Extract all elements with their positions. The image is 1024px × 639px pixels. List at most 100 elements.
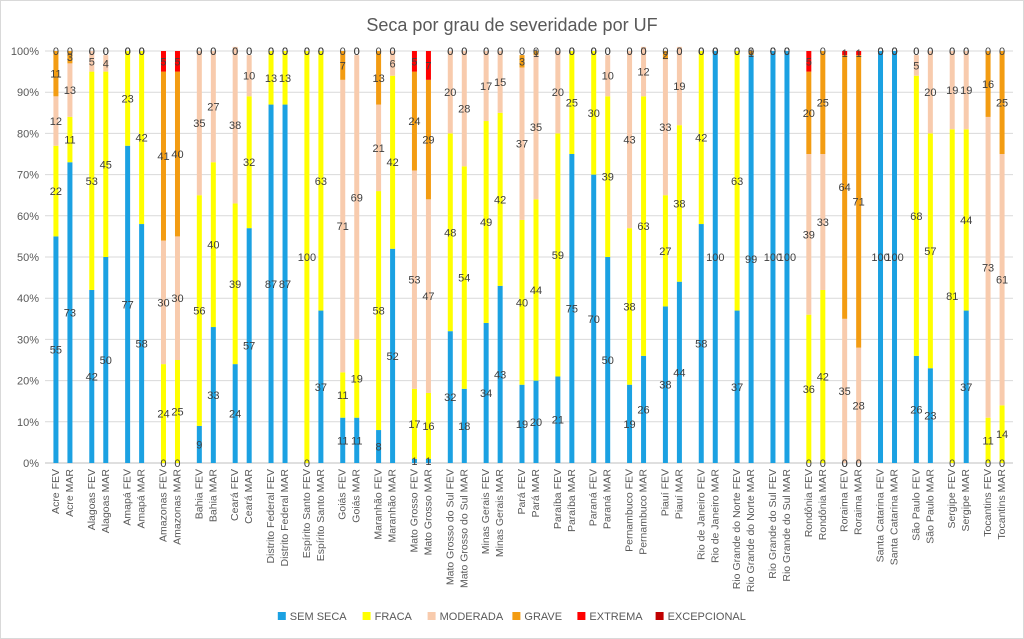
bar-segment <box>662 195 668 307</box>
bar-segment <box>354 417 360 463</box>
legend: SEM SECA FRACA MODERADA GRAVE EXTREMA EXCEPCI… <box>277 611 746 623</box>
data-label: 3 <box>67 52 73 64</box>
data-label: 0 <box>698 46 704 58</box>
bar-segment <box>411 51 417 72</box>
data-label: 0 <box>232 46 238 58</box>
bar-segment <box>246 55 252 97</box>
data-label: 0 <box>877 46 883 58</box>
data-label: 0 <box>139 46 145 58</box>
legend-label: SEM SECA <box>290 611 348 623</box>
bar-segment <box>160 240 166 365</box>
x-tick-label: Santa Catarina MAR <box>889 469 901 566</box>
bar-segment <box>734 51 740 311</box>
data-label: 0 <box>125 46 131 58</box>
bar-segment <box>483 322 489 463</box>
data-label: 73 <box>64 308 76 320</box>
data-label: 1 <box>842 48 848 60</box>
bar-segment <box>627 51 633 229</box>
data-label: 38 <box>673 198 685 210</box>
bar-segment <box>282 51 288 105</box>
data-label: 10 <box>602 71 614 83</box>
data-label: 0 <box>376 46 382 58</box>
bar-segment <box>483 51 489 122</box>
bar-segment <box>927 51 933 134</box>
bar-segment <box>676 46 682 126</box>
bar-segment <box>748 55 754 464</box>
bar-segment <box>282 104 288 463</box>
data-label: 54 <box>458 273 470 285</box>
data-label: 71 <box>337 221 349 233</box>
bar-segment <box>641 355 647 463</box>
data-label: 0 <box>103 46 109 58</box>
bar-segment <box>963 310 969 463</box>
bar-segment <box>985 51 991 117</box>
x-tick-label: Mato Grosso MAR <box>422 469 434 556</box>
bar-segment <box>519 219 525 385</box>
x-tick-label: São Paulo MAR <box>924 469 936 544</box>
data-label: 0 <box>246 46 252 58</box>
data-label: 0 <box>734 46 740 58</box>
data-label: 42 <box>386 157 398 169</box>
data-label: 0 <box>891 46 897 58</box>
bar-segment <box>304 51 310 463</box>
x-tick-label: Rio Grande do Sul FEV <box>767 469 779 579</box>
data-label: 7 <box>425 60 431 72</box>
bar-segment <box>318 51 324 311</box>
data-label: 0 <box>533 46 539 58</box>
data-label: 12 <box>50 116 62 128</box>
data-label: 0 <box>842 458 848 470</box>
data-label: 0 <box>927 46 933 58</box>
x-tick-label: Sergipe FEV <box>946 469 958 529</box>
data-label: 81 <box>946 291 958 303</box>
x-tick-label: Maranhão MAR <box>387 469 399 543</box>
x-tick-label: Roraima MAR <box>853 469 865 535</box>
data-label: 0 <box>89 46 95 58</box>
bar-segment <box>125 145 131 463</box>
bar-segment <box>340 372 346 418</box>
data-label: 24 <box>408 116 420 128</box>
data-label: 20 <box>924 87 936 99</box>
data-label: 100 <box>298 252 316 264</box>
bar-segment <box>174 236 180 360</box>
x-tick-label: Amazonas FEV <box>157 469 169 542</box>
data-label: 19 <box>351 374 363 386</box>
bar-segment <box>698 51 704 225</box>
data-label: 35 <box>193 118 205 130</box>
data-label: 0 <box>268 46 274 58</box>
bar-segment <box>246 96 252 229</box>
bar-segment <box>89 71 95 290</box>
bar-segment <box>641 96 647 356</box>
x-tick-label: Minas Gerais MAR <box>494 469 506 558</box>
data-label: 35 <box>839 386 851 398</box>
data-label: 0 <box>304 46 310 58</box>
data-label: 87 <box>279 279 291 291</box>
y-tick-label: 90% <box>17 87 39 99</box>
legend-label: EXTREMA <box>589 611 643 623</box>
bar-segment <box>892 51 898 463</box>
data-label: 2 <box>662 50 668 62</box>
data-label: 38 <box>623 301 635 313</box>
bar-segment <box>232 203 238 365</box>
data-label: 10 <box>243 71 255 83</box>
bar-segment <box>698 224 704 463</box>
data-label: 40 <box>171 149 183 161</box>
data-label: 0 <box>555 46 561 58</box>
data-label: 0 <box>268 46 274 58</box>
data-label: 26 <box>637 404 649 416</box>
data-label: 1 <box>748 48 754 60</box>
data-label: 0 <box>139 46 145 58</box>
data-label: 0 <box>569 46 575 58</box>
data-label: 19 <box>673 81 685 93</box>
data-label: 0 <box>160 458 166 470</box>
bar-segment <box>519 384 525 463</box>
x-tick-label: Acre FEV <box>50 469 62 514</box>
bar-segment <box>856 51 862 56</box>
x-tick-label: Distrito Federal MAR <box>279 469 291 567</box>
data-label: 37 <box>731 382 743 394</box>
data-label: 25 <box>817 98 829 110</box>
data-label: 0 <box>461 46 467 58</box>
x-tick-label: Espírito Santo MAR <box>315 469 327 562</box>
data-label: 0 <box>712 46 718 58</box>
data-label: 0 <box>591 46 597 58</box>
data-label: 0 <box>891 46 897 58</box>
